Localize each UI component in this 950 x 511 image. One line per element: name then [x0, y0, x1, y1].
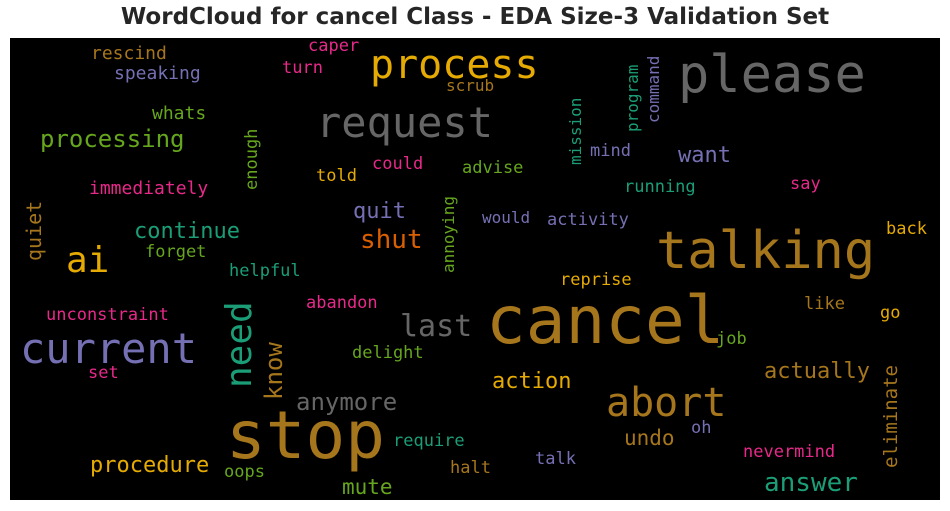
- word-set: set: [88, 363, 119, 383]
- word-want: want: [678, 143, 731, 168]
- word-answer: answer: [764, 468, 858, 498]
- word-undo: undo: [624, 426, 675, 450]
- word-oops: oops: [224, 462, 265, 482]
- word-annoying: annoying: [439, 195, 458, 273]
- word-reprise: reprise: [560, 270, 632, 290]
- word-speaking: speaking: [114, 63, 201, 84]
- word-halt: halt: [450, 458, 491, 478]
- word-talk: talk: [535, 449, 576, 469]
- word-helpful: helpful: [229, 261, 301, 281]
- word-abandon: abandon: [306, 293, 378, 313]
- word-talking: talking: [656, 221, 876, 281]
- word-continue: continue: [134, 219, 240, 244]
- word-quiet: quiet: [22, 200, 46, 261]
- word-require: require: [393, 431, 465, 451]
- word-would: would: [482, 208, 531, 227]
- word-command: command: [644, 55, 663, 123]
- word-action: action: [492, 369, 572, 394]
- word-told: told: [316, 166, 357, 186]
- word-mind: mind: [590, 141, 631, 161]
- word-ai: ai: [66, 240, 110, 281]
- word-current: current: [20, 324, 198, 373]
- word-know: know: [260, 342, 288, 400]
- word-like: like: [804, 294, 845, 314]
- word-program: program: [623, 64, 642, 132]
- word-turn: turn: [282, 58, 323, 78]
- word-actually: actually: [764, 359, 870, 384]
- word-delight: delight: [352, 343, 424, 363]
- word-go: go: [880, 303, 901, 323]
- word-activity: activity: [547, 210, 629, 230]
- word-say: say: [790, 174, 821, 194]
- chart-title: WordCloud for cancel Class - EDA Size-3 …: [120, 4, 830, 30]
- word-request: request: [316, 98, 494, 147]
- word-rescind: rescind: [91, 43, 167, 64]
- word-enough: enough: [242, 128, 262, 190]
- word-immediately: immediately: [89, 178, 209, 199]
- word-stop: stop: [226, 397, 385, 474]
- word-shut: shut: [360, 225, 423, 255]
- word-need: need: [219, 301, 260, 388]
- word-anymore: anymore: [296, 388, 398, 416]
- word-process: process: [370, 42, 539, 88]
- word-processing: processing: [40, 125, 185, 153]
- word-advise: advise: [462, 158, 524, 178]
- word-please: please: [678, 45, 866, 105]
- word-eliminate: eliminate: [880, 365, 902, 468]
- word-job: job: [716, 329, 747, 349]
- word-procedure: procedure: [90, 453, 210, 478]
- word-mute: mute: [342, 475, 393, 499]
- word-unconstraint: unconstraint: [46, 305, 169, 325]
- word-cancel: cancel: [486, 282, 725, 359]
- word-abort: abort: [606, 380, 727, 426]
- word-whats: whats: [152, 103, 207, 124]
- word-cloud-canvas: cancel stop talking please request current pro…: [10, 38, 940, 500]
- word-nevermind: nevermind: [743, 442, 836, 462]
- word-could: could: [372, 154, 424, 174]
- word-running: running: [624, 177, 696, 197]
- word-forget: forget: [145, 242, 207, 262]
- word-back: back: [886, 219, 927, 239]
- word-quit: quit: [353, 199, 406, 224]
- word-oh: oh: [691, 418, 712, 438]
- word-mission: mission: [566, 97, 585, 165]
- word-last: last: [400, 309, 473, 344]
- word-scrub: scrub: [446, 76, 495, 95]
- word-caper: caper: [308, 38, 360, 56]
